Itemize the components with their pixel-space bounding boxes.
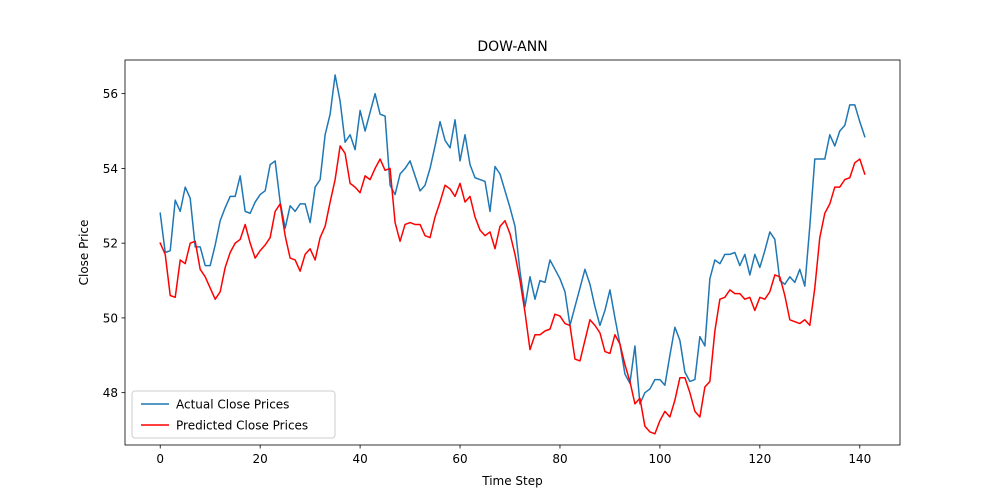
x-axis-label: Time Step — [481, 474, 543, 488]
y-tick-label: 48 — [103, 386, 118, 400]
x-tick-label: 120 — [748, 452, 771, 466]
x-tick-label: 80 — [552, 452, 567, 466]
legend: Actual Close Prices Predicted Close Pric… — [131, 390, 336, 439]
legend-label-actual: Actual Close Prices — [176, 398, 289, 412]
series-line-predicted — [159, 145, 866, 435]
x-axis: 0 20 40 60 80 100 120 140 — [156, 445, 871, 466]
y-tick-label: 56 — [103, 87, 118, 101]
y-tick-label: 50 — [103, 311, 118, 325]
legend-frame — [131, 390, 336, 439]
y-axis: 48 50 52 54 56 — [103, 87, 125, 400]
y-axis-label: Close Price — [77, 220, 91, 286]
x-tick-label: 100 — [648, 452, 671, 466]
x-tick-label: 40 — [352, 452, 367, 466]
x-tick-label: 60 — [452, 452, 467, 466]
series-layer — [159, 74, 866, 435]
y-tick-label: 52 — [103, 237, 118, 251]
x-tick-label: 20 — [253, 452, 268, 466]
chart-title: DOW-ANN — [477, 39, 547, 55]
series-line-actual — [159, 74, 866, 405]
y-tick-label: 54 — [103, 162, 118, 176]
x-tick-label: 0 — [156, 452, 164, 466]
plot-area — [125, 60, 900, 445]
legend-label-predicted: Predicted Close Prices — [176, 419, 308, 433]
plot-frame — [124, 59, 901, 446]
x-tick-label: 140 — [848, 452, 871, 466]
